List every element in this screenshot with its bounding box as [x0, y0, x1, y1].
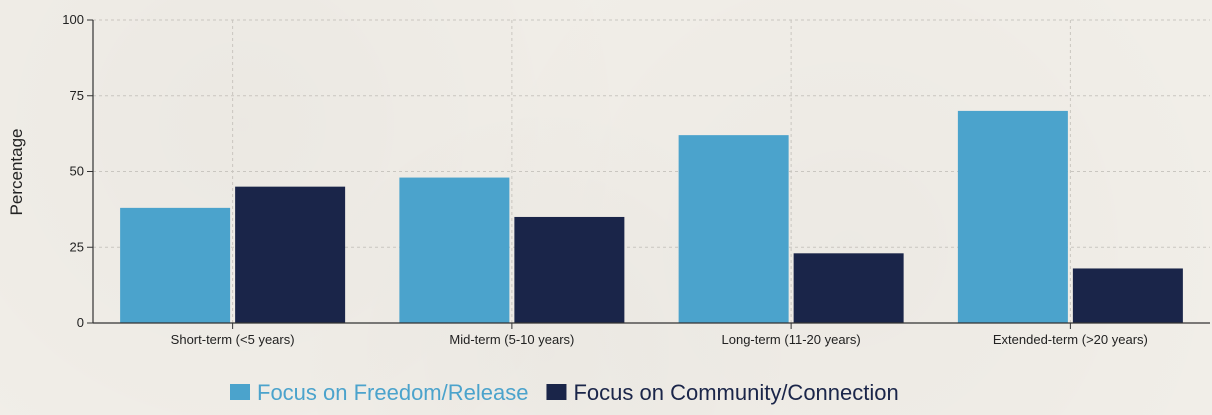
- bar-community: [235, 186, 346, 323]
- legend-swatch-freedom: [230, 384, 250, 400]
- y-tick-label: 50: [70, 164, 84, 179]
- bar-community: [1072, 268, 1183, 323]
- bar-freedom: [120, 207, 231, 323]
- bar-freedom: [957, 110, 1068, 324]
- bars: [120, 110, 1183, 324]
- x-tick-label: Long-term (11-20 years): [722, 332, 861, 347]
- bar-community: [514, 216, 625, 323]
- x-tick-label: Mid-term (5-10 years): [449, 332, 574, 347]
- bar-community: [793, 253, 904, 323]
- y-tick-label: 25: [70, 239, 84, 254]
- legend-label-community: Focus on Community/Connection: [573, 380, 898, 405]
- axes: 0 25 50 75 100 Short-term (<5 years) Mid-term …: [62, 12, 1210, 347]
- y-axis-title: Percentage: [7, 129, 26, 216]
- y-tick-label: 100: [62, 12, 84, 27]
- bar-freedom: [399, 177, 510, 323]
- x-tick-label: Extended-term (>20 years): [993, 332, 1148, 347]
- legend: Focus on Freedom/Release Focus on Communi…: [230, 380, 899, 405]
- legend-swatch-community: [546, 384, 567, 400]
- legend-label-freedom: Focus on Freedom/Release: [257, 380, 528, 405]
- x-tick-label: Short-term (<5 years): [171, 332, 295, 347]
- bar-freedom: [678, 135, 789, 323]
- y-tick-label: 0: [77, 315, 84, 330]
- y-tick-label: 75: [70, 88, 84, 103]
